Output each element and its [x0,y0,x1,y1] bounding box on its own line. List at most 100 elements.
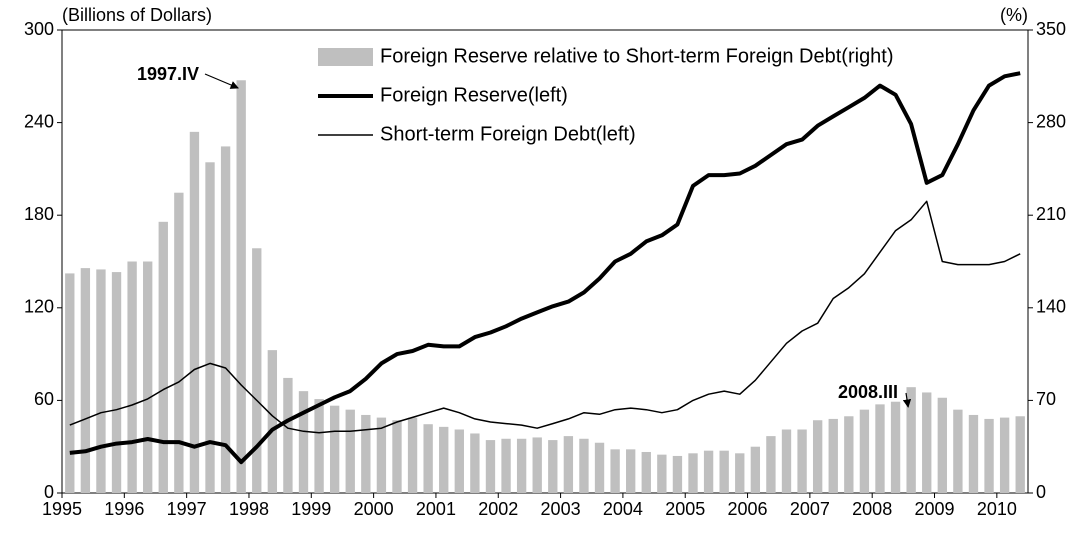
bar [205,162,215,494]
bar [220,146,231,493]
bar [407,417,418,493]
bar [828,418,838,493]
y-tick-label: 240 [24,111,54,131]
x-tick-label: 2006 [728,499,768,519]
bar [984,418,994,493]
bar [626,449,636,493]
y2-axis-label: (%) [1000,5,1028,25]
bar [906,387,916,493]
legend-label: Short-term Foreign Debt(left) [380,123,636,145]
y-tick-label: 120 [24,297,54,317]
bar [439,426,449,493]
bar [283,377,293,493]
legend-label: Foreign Reserve relative to Short-term F… [380,45,894,67]
bar [127,261,137,493]
bar [548,440,558,493]
bar [812,420,823,493]
bar [657,454,667,493]
annotation-arrow [902,392,912,408]
bar [735,453,745,493]
bar [501,438,511,493]
annotation-arrow [204,73,239,89]
bar [937,397,947,493]
annotation: 1997.IV [137,64,199,84]
x-tick-label: 2000 [354,499,394,519]
y-tick-label: 0 [44,482,54,502]
bar [65,273,75,493]
bar [80,268,91,493]
x-tick-label: 2002 [478,499,518,519]
bar [189,131,200,494]
bar [1015,416,1025,493]
bar [688,453,698,493]
bar [703,450,714,493]
bar [267,350,278,493]
bar [392,420,402,493]
x-tick-label: 2005 [665,499,705,519]
bar [516,438,527,493]
bar [859,409,870,493]
bar [252,248,262,493]
x-tick-label: 2008 [852,499,892,519]
bar [890,401,901,493]
bar [750,446,761,493]
y2-tick-label: 140 [1036,297,1066,317]
x-tick-label: 2001 [416,499,456,519]
bar [111,272,122,493]
bar [875,404,885,493]
y2-tick-label: 350 [1036,19,1066,39]
y2-tick-label: 280 [1036,111,1066,131]
bar [485,440,496,493]
bar [719,450,729,493]
y2-tick-label: 210 [1036,204,1066,224]
bar [236,80,246,494]
y-tick-label: 300 [24,19,54,39]
x-tick-label: 2004 [603,499,643,519]
bar [298,391,309,493]
annotation: 2008.III [838,382,898,402]
y-tick-label: 60 [34,389,54,409]
bar [532,437,542,493]
bar [96,269,106,493]
x-tick-label: 1999 [291,499,331,519]
y2-tick-label: 70 [1036,389,1056,409]
bar [579,438,589,493]
line-series [69,71,1021,465]
bar [174,192,184,493]
y-axis-label: (Billions of Dollars) [62,5,212,25]
x-tick-label: 1998 [229,499,269,519]
bar [345,409,355,493]
bar [376,417,387,493]
legend-swatch [318,48,373,66]
bar [470,433,480,493]
bar [797,429,807,493]
bar [563,436,574,493]
bar [844,416,854,493]
legend-label: Foreign Reserve(left) [380,84,568,106]
bar [766,436,776,493]
x-tick-label: 1995 [42,499,82,519]
x-tick-label: 2009 [914,499,954,519]
bar [922,392,932,493]
bar [999,417,1010,493]
line-series [69,200,1021,434]
bar [641,451,651,493]
bar [968,414,979,493]
y-tick-label: 180 [24,204,54,224]
bar [781,429,792,493]
bar [454,429,464,493]
bar [329,405,340,493]
bar [361,414,371,493]
y2-tick-label: 0 [1036,482,1046,502]
bar [423,424,433,493]
bar [610,449,620,493]
x-tick-label: 2010 [977,499,1017,519]
bar [143,261,153,493]
x-tick-label: 1997 [167,499,207,519]
x-tick-label: 1996 [104,499,144,519]
x-tick-label: 2007 [790,499,830,519]
bar [594,442,605,493]
bar [953,409,963,493]
bar [314,399,324,493]
